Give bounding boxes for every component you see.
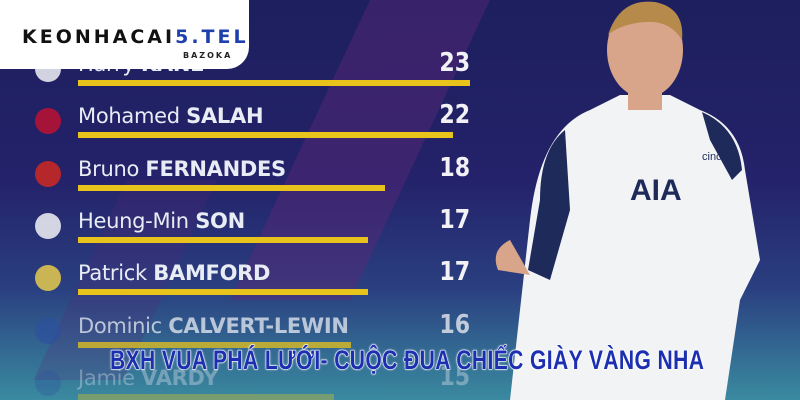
logo-text: KEONHACAI5.TEL <box>22 26 249 48</box>
scorer-row: Patrick BAMFORD 17 <box>0 257 480 296</box>
goal-bar <box>78 80 470 86</box>
player-name: Patrick BAMFORD <box>78 261 271 286</box>
club-crest-icon <box>35 317 61 344</box>
goal-bar <box>78 236 368 243</box>
shirt-sponsor: AIA <box>630 174 682 207</box>
scorer-row: Mohamed SALAH 22 <box>0 100 480 139</box>
goal-count: 22 <box>439 100 470 131</box>
player-name: Heung-Min SON <box>78 208 245 233</box>
goal-count: 15 <box>439 361 470 392</box>
player-photo: AIA cinch <box>495 1 760 400</box>
goal-bar <box>78 132 453 139</box>
scorer-row: Jamie VARDY 15 <box>0 361 480 400</box>
club-crest-icon <box>35 212 61 239</box>
player-name: Bruno FERNANDES <box>78 156 286 181</box>
goal-bar <box>78 184 385 191</box>
site-logo[interactable]: KEONHACAI5.TEL BAZOKA <box>0 0 249 69</box>
sleeve-sponsor: cinch <box>702 151 728 163</box>
club-crest-icon <box>35 369 61 396</box>
goal-count: 16 <box>439 309 470 340</box>
scorer-row: Heung-Min SON 17 <box>0 204 480 243</box>
player-name: Jamie VARDY <box>78 365 219 390</box>
scorer-row: Bruno FERNANDES 18 <box>0 152 480 191</box>
goal-count: 23 <box>439 48 470 78</box>
scorer-row: Dominic CALVERT-LEWIN 16 <box>0 309 480 348</box>
logo-subtitle: BAZOKA <box>183 51 233 60</box>
goal-count: 17 <box>439 257 470 288</box>
caption-title: BXH VUA PHÁ LƯỚI- CUỘC ĐUA CHIẾC GIÀY VÀ… <box>110 345 705 376</box>
player-name: Dominic CALVERT-LEWIN <box>78 313 349 338</box>
club-crest-icon <box>35 108 61 135</box>
player-name: Mohamed SALAH <box>78 104 264 129</box>
goal-count: 18 <box>439 152 470 183</box>
goal-bar <box>78 393 334 400</box>
goal-count: 17 <box>439 204 470 235</box>
goal-bar <box>78 341 351 348</box>
club-crest-icon <box>35 160 61 187</box>
club-crest-icon <box>35 265 61 292</box>
bg-stripe <box>230 0 490 300</box>
goal-bar <box>78 289 368 296</box>
